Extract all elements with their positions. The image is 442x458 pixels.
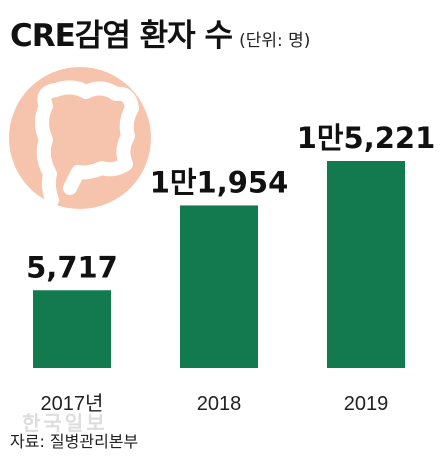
bar-0 xyxy=(33,290,111,368)
value-label-2: 1만5,221 xyxy=(297,121,436,155)
category-label-0: 2017년 xyxy=(41,392,104,415)
bars-group: 5,717 2017년 1만1,954 2018 1만5,221 2019 xyxy=(26,121,435,415)
watermark: 한국일보 xyxy=(22,411,108,435)
bar-2 xyxy=(327,161,405,368)
value-label-1: 1만1,954 xyxy=(150,165,289,199)
source-note: 자료: 질병관리본부 xyxy=(10,432,139,451)
colon-shape xyxy=(35,80,139,207)
category-label-1: 2018 xyxy=(197,393,242,415)
value-label-0: 5,717 xyxy=(26,250,118,284)
bar-1 xyxy=(180,205,258,368)
title-row: CRE감염 환자 수 (단위: 명) xyxy=(10,10,310,55)
unit-note: (단위: 명) xyxy=(239,31,311,51)
colon-icon xyxy=(9,67,151,209)
category-label-2: 2019 xyxy=(344,393,389,415)
chart-title: CRE감염 환자 수 xyxy=(10,18,233,54)
